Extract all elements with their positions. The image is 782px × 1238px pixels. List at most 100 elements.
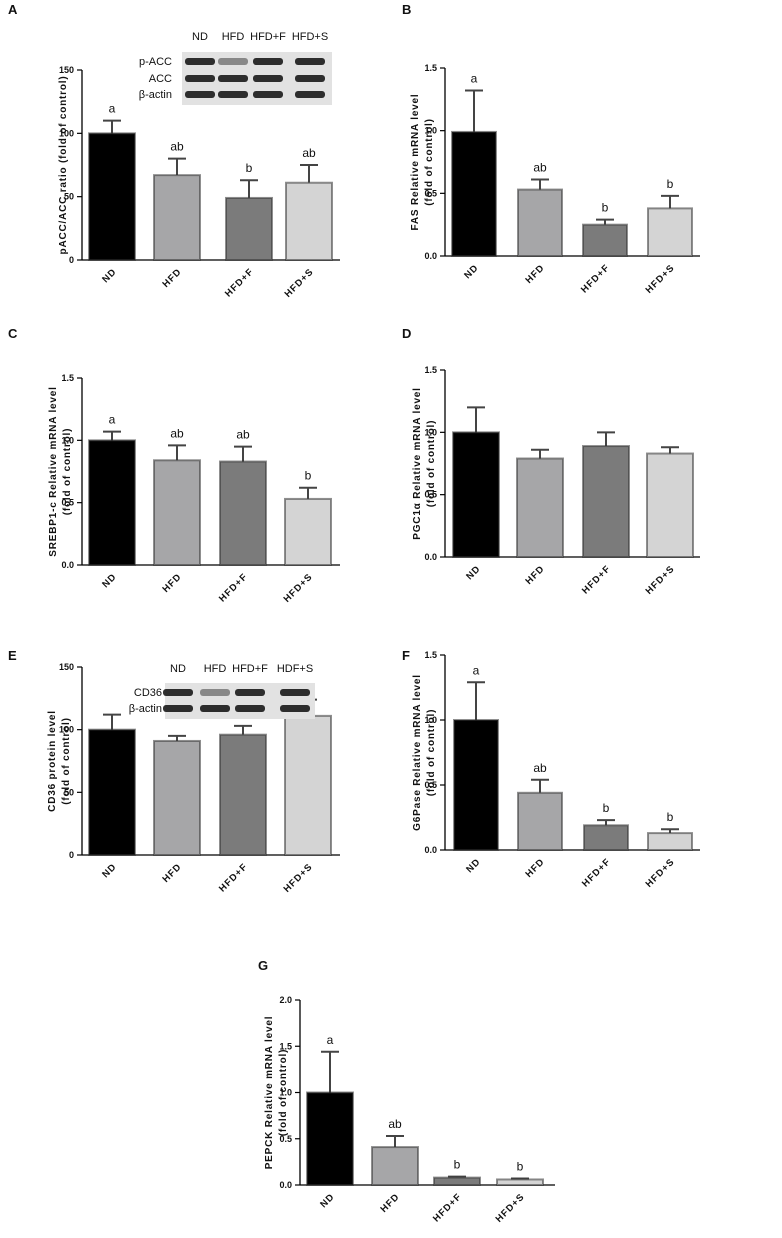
bar — [516, 457, 564, 558]
blot-band — [185, 75, 215, 82]
significance-letter: ab — [533, 761, 547, 775]
blot-row-label: β-actin — [139, 89, 172, 101]
blot-band — [200, 705, 230, 712]
x-tick-label: HFD+F — [223, 266, 256, 299]
bar — [88, 132, 136, 261]
blot-lane-label: HFD+F — [232, 663, 268, 675]
x-tick-label: HFD+S — [644, 563, 678, 597]
significance-letter: b — [667, 810, 674, 824]
significance-letter: ab — [170, 426, 184, 440]
blot-lane-label: HFD+S — [292, 31, 328, 43]
significance-letter: b — [246, 161, 253, 175]
blot-row-label: ACC — [149, 73, 172, 85]
y-axis-label: SREBP1-c Relative mRNA level — [48, 386, 59, 556]
y-tick-label: 1.0 — [424, 427, 437, 437]
y-axis-label: PGC1α Relative mRNA level — [412, 387, 423, 540]
significance-letter: ab — [236, 428, 250, 442]
significance-letter: a — [109, 102, 116, 116]
x-tick-label: HFD+S — [282, 861, 316, 895]
significance-letter: b — [517, 1160, 524, 1174]
bar — [284, 714, 332, 856]
blot-band — [185, 58, 215, 65]
y-axis-label: FAS Relative mRNA level — [410, 94, 421, 231]
bar — [517, 188, 563, 257]
bar — [496, 1178, 544, 1186]
x-tick-label: ND — [318, 1191, 337, 1210]
significance-letter: a — [327, 1033, 334, 1047]
blot-band — [235, 705, 265, 712]
blot-band — [218, 91, 248, 98]
y-tick-label: 1.5 — [61, 373, 74, 383]
bar — [306, 1091, 354, 1186]
y-tick-label: 1.0 — [279, 1088, 292, 1098]
blot-lane-label: HFD — [204, 663, 227, 675]
y-tick-label: 100 — [59, 725, 74, 735]
x-tick-label: HFD+S — [494, 1191, 528, 1225]
x-tick-label: ND — [100, 266, 119, 285]
x-tick-label: ND — [100, 571, 119, 590]
blot-band — [253, 58, 283, 65]
panel-label: E — [8, 648, 17, 663]
bar — [225, 196, 273, 261]
panel-label: B — [402, 2, 411, 17]
x-tick-label: HFD+S — [644, 262, 678, 296]
x-tick-label: HFD+F — [579, 262, 612, 295]
y-tick-label: 1.0 — [61, 435, 74, 445]
bar — [88, 728, 136, 857]
x-tick-label: HFD — [523, 262, 547, 286]
bar — [285, 181, 333, 262]
blot-background — [165, 683, 315, 719]
bar — [646, 452, 694, 559]
significance-letter: a — [473, 663, 480, 677]
bar — [517, 791, 563, 851]
bar — [453, 719, 499, 851]
blot-band — [185, 91, 215, 98]
bar — [433, 1176, 481, 1186]
x-tick-label: HFD+S — [644, 856, 678, 890]
blot-band — [295, 75, 325, 82]
blot-band — [235, 689, 265, 696]
x-tick-label: HFD+F — [580, 856, 613, 889]
blot-lane-label: ND — [170, 663, 186, 675]
bar — [219, 460, 267, 567]
y-tick-label: 1.5 — [424, 63, 437, 73]
bar — [153, 459, 201, 566]
x-tick-label: HFD+S — [282, 571, 316, 605]
blot-band — [295, 91, 325, 98]
x-tick-label: ND — [100, 861, 119, 880]
bar — [582, 223, 628, 258]
x-tick-label: HFD — [160, 266, 184, 290]
blot-band — [218, 58, 248, 65]
blot-band — [218, 75, 248, 82]
y-axis-label: (fold of control) — [424, 118, 435, 205]
panel-label: G — [258, 958, 268, 973]
panel-label: C — [8, 326, 18, 341]
x-tick-label: HFD+F — [217, 861, 250, 894]
blot-band — [200, 689, 230, 696]
blot-band — [163, 705, 193, 712]
significance-letter: a — [109, 413, 116, 427]
bar — [284, 497, 332, 566]
y-tick-label: 100 — [59, 128, 74, 138]
bar — [583, 824, 629, 851]
y-tick-label: 1.5 — [424, 365, 437, 375]
y-tick-label: 150 — [59, 65, 74, 75]
bar — [153, 739, 201, 856]
y-axis-label: PEPCK Relative mRNA level — [264, 1016, 275, 1170]
bar — [647, 832, 693, 851]
bar — [88, 439, 136, 567]
significance-letter: b — [305, 469, 312, 483]
y-tick-label: 0.0 — [424, 251, 437, 261]
x-tick-label: ND — [464, 563, 483, 582]
panel-label: A — [8, 2, 18, 17]
significance-letter: b — [603, 801, 610, 815]
bar — [371, 1146, 419, 1186]
blot-band — [253, 91, 283, 98]
y-tick-label: 0.5 — [279, 1134, 292, 1144]
significance-letter: b — [454, 1158, 461, 1172]
x-tick-label: HFD — [523, 563, 547, 587]
y-tick-label: 1.5 — [279, 1041, 292, 1051]
y-tick-label: 1.5 — [424, 650, 437, 660]
y-tick-label: 1.0 — [424, 715, 437, 725]
blot-lane-label: HFD+F — [250, 31, 286, 43]
